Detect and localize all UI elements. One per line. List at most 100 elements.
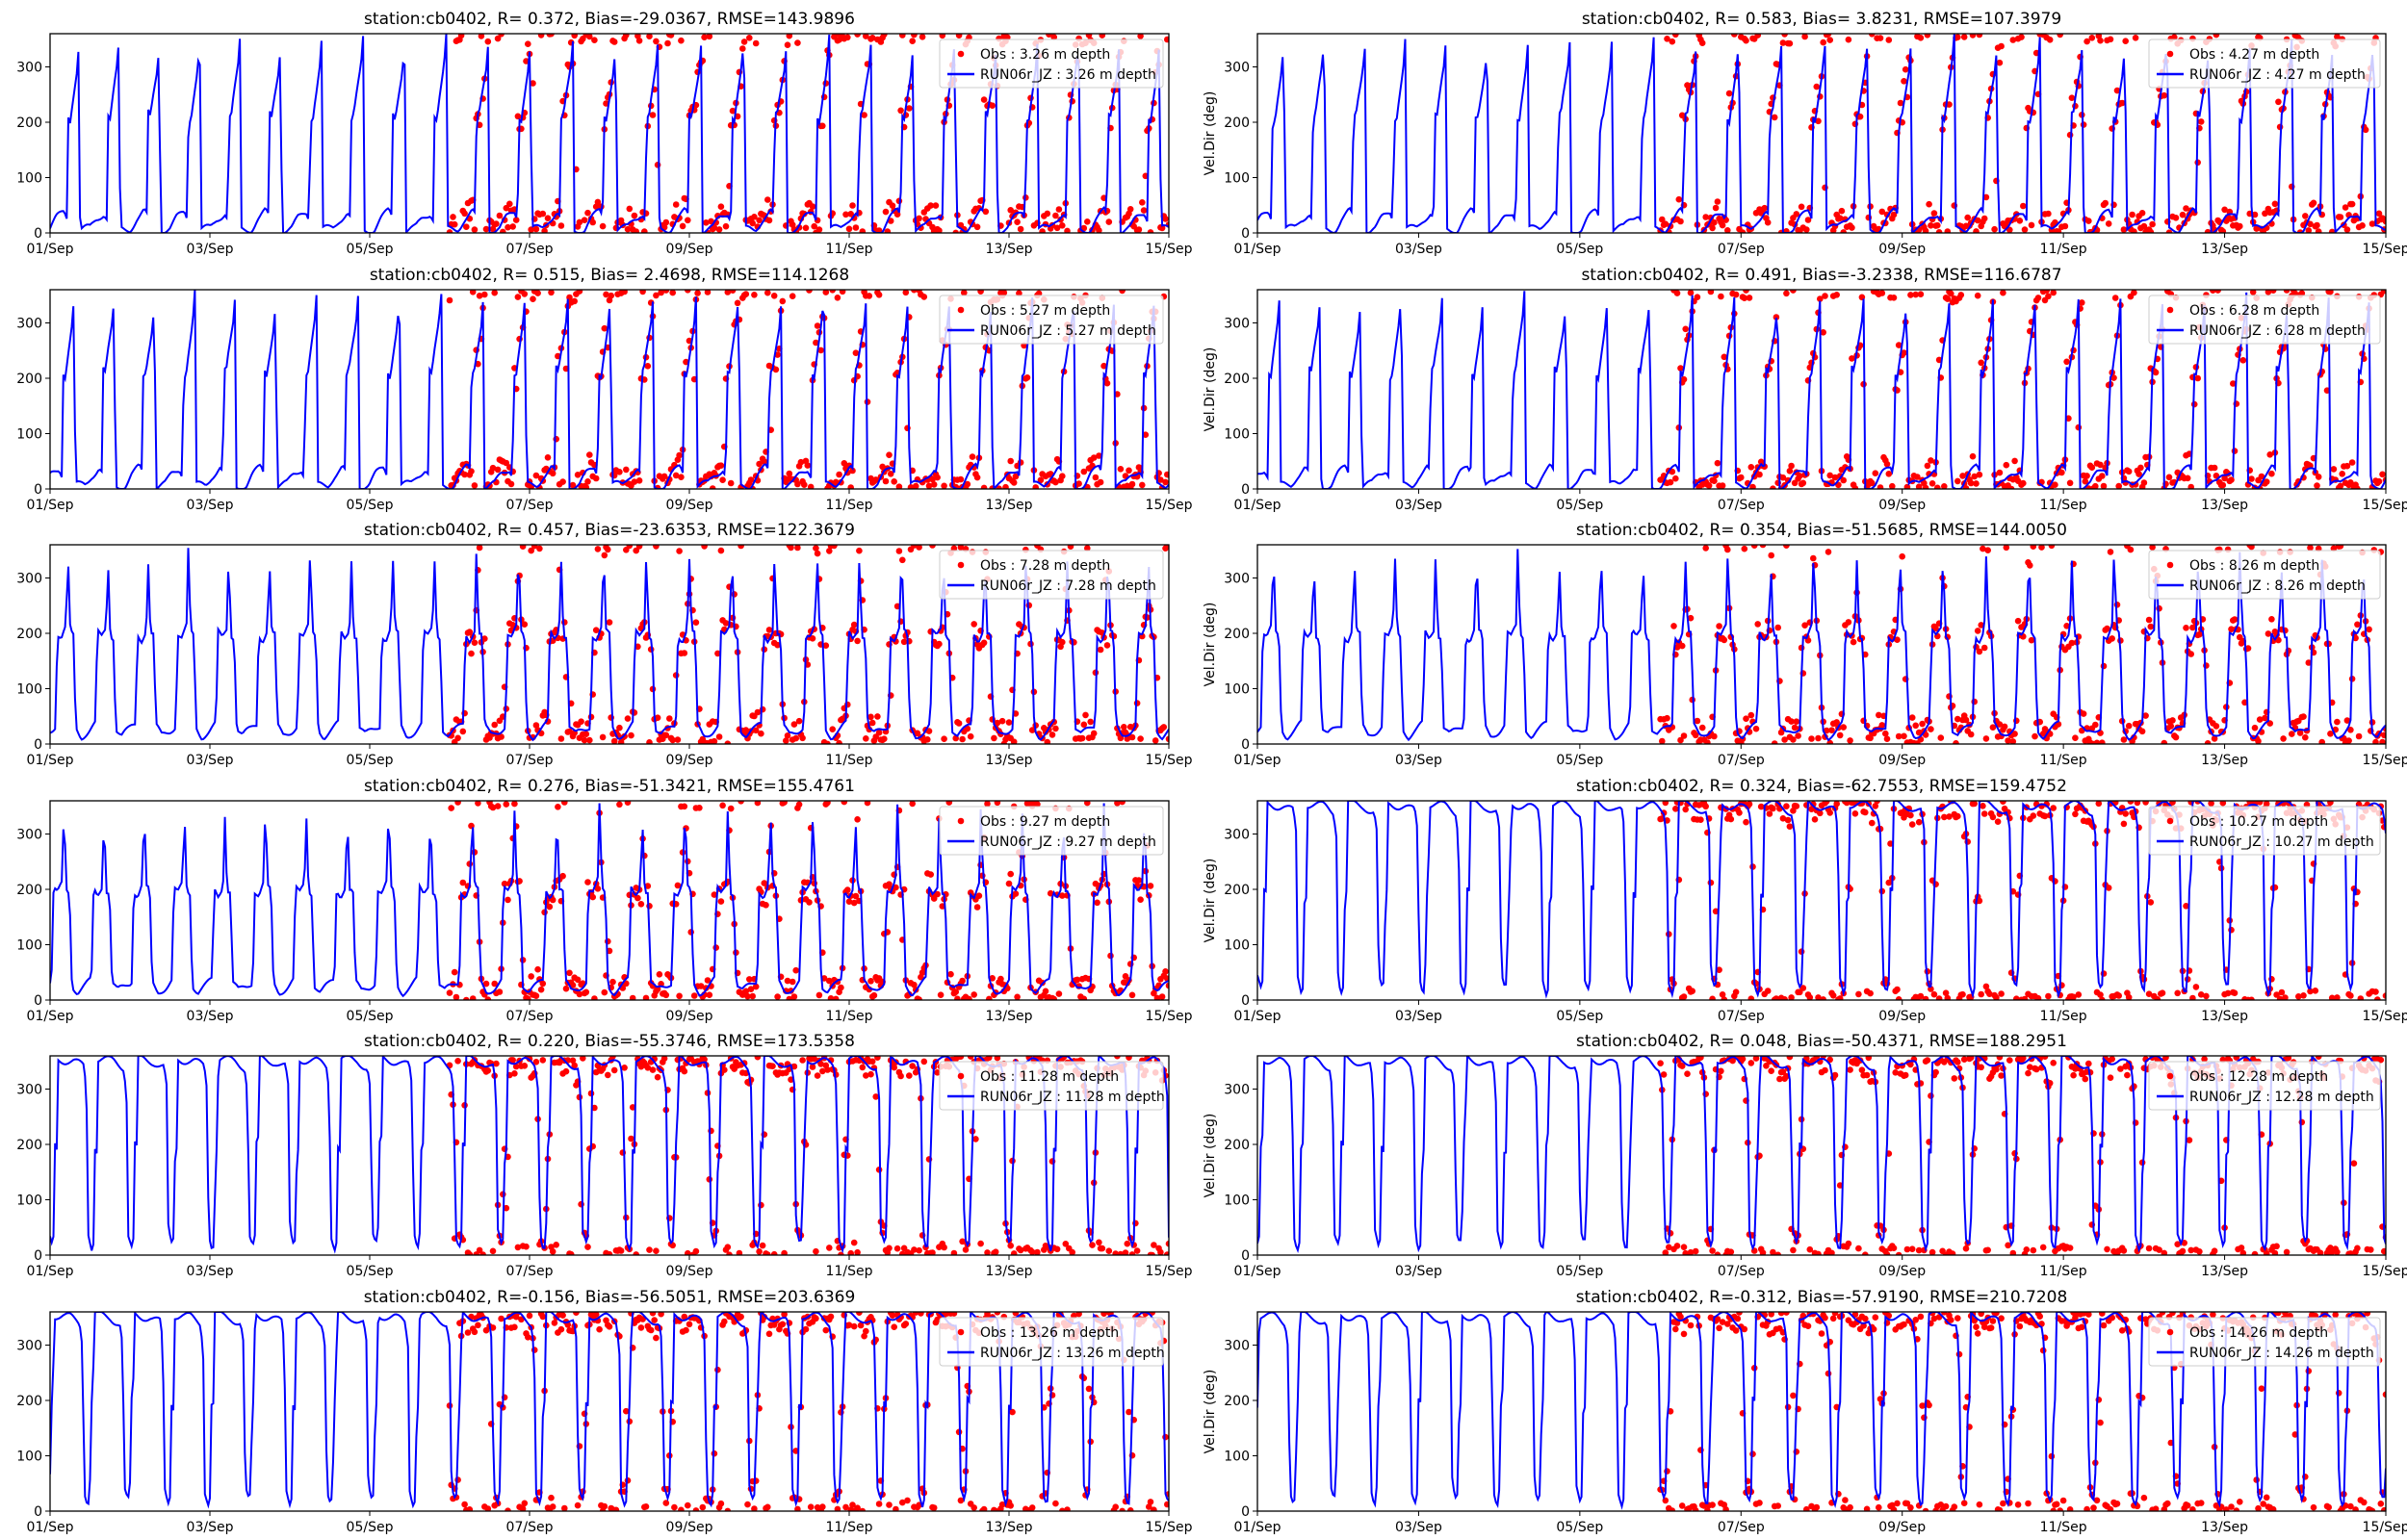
obs-point xyxy=(2122,810,2129,817)
obs-point xyxy=(1657,1060,1664,1066)
obs-point xyxy=(2038,545,2045,551)
obs-point xyxy=(606,619,613,626)
obs-point xyxy=(548,290,555,296)
obs-point xyxy=(505,1507,511,1511)
obs-point xyxy=(844,34,851,41)
obs-point xyxy=(1147,883,1154,889)
obs-point xyxy=(934,890,941,898)
obs-point xyxy=(889,1312,896,1319)
obs-point xyxy=(2204,228,2212,233)
obs-point xyxy=(1747,711,1755,719)
xtick-label: 09/Sep xyxy=(666,498,713,513)
obs-point xyxy=(2276,123,2284,131)
obs-point xyxy=(1783,290,1790,297)
obs-point xyxy=(1869,819,1876,827)
obs-point xyxy=(514,113,522,120)
xtick-label: 09/Sep xyxy=(1878,753,1926,768)
obs-point xyxy=(1774,624,1781,631)
obs-point xyxy=(2165,474,2173,481)
obs-point xyxy=(886,1245,893,1252)
xtick-label: 07/Sep xyxy=(506,753,554,768)
obs-point xyxy=(1714,1251,1721,1255)
obs-point xyxy=(742,291,750,297)
model-line xyxy=(50,290,1169,489)
y-axis-label: Vel.Dir (deg) xyxy=(1203,1114,1218,1198)
xtick-label: 01/Sep xyxy=(27,753,74,768)
obs-point xyxy=(1007,870,1014,878)
obs-point xyxy=(646,34,653,39)
obs-point xyxy=(681,650,688,656)
obs-point xyxy=(2282,994,2289,1000)
obs-point xyxy=(1711,732,1718,740)
subplot: station:cb0402, R= 0.220, Bias=-55.3746,… xyxy=(16,1032,1192,1279)
legend-obs-label: Obs : 6.28 m depth xyxy=(2189,303,2319,319)
obs-point xyxy=(2161,739,2168,744)
ytick-label: 200 xyxy=(16,883,42,898)
obs-point xyxy=(1012,890,1020,897)
obs-point xyxy=(729,290,737,294)
obs-point xyxy=(633,1251,639,1255)
model-line xyxy=(50,34,1169,233)
obs-point xyxy=(2092,721,2099,729)
xtick-label: 05/Sep xyxy=(1556,753,1603,768)
obs-point xyxy=(736,1249,743,1255)
obs-point xyxy=(2187,1246,2194,1254)
obs-point xyxy=(1052,478,1059,486)
obs-point xyxy=(2088,464,2096,472)
obs-point xyxy=(703,219,710,226)
obs-point xyxy=(964,480,971,488)
xtick-label: 03/Sep xyxy=(1395,1009,1442,1024)
obs-point xyxy=(574,1502,582,1509)
obs-point xyxy=(1903,1245,1911,1253)
obs-point xyxy=(842,1503,849,1511)
obs-point xyxy=(1890,1245,1898,1251)
obs-point xyxy=(2213,723,2220,730)
obs-point xyxy=(754,801,762,807)
obs-point xyxy=(567,1250,575,1255)
obs-point xyxy=(1732,291,1740,298)
obs-point xyxy=(814,1072,821,1079)
obs-point xyxy=(484,38,492,45)
obs-point xyxy=(1004,34,1011,41)
obs-point xyxy=(584,1244,591,1250)
obs-point xyxy=(842,211,849,218)
xtick-label: 13/Sep xyxy=(986,242,1033,257)
obs-point xyxy=(911,290,918,294)
obs-point xyxy=(609,1056,616,1060)
obs-point xyxy=(1946,813,1953,820)
obs-point xyxy=(1666,1244,1672,1251)
legend-model-label: RUN06r_JZ : 8.26 m depth xyxy=(2189,578,2366,594)
obs-point xyxy=(576,990,583,998)
obs-point xyxy=(1672,806,1679,812)
obs-point xyxy=(954,995,961,1000)
obs-point xyxy=(544,454,552,461)
ytick-label: 100 xyxy=(16,1194,42,1209)
obs-point xyxy=(2271,1249,2279,1255)
obs-point xyxy=(1885,879,1893,886)
obs-point xyxy=(1856,113,1864,120)
obs-point xyxy=(794,545,801,552)
obs-point xyxy=(759,1242,766,1249)
xtick-label: 09/Sep xyxy=(1878,1264,1926,1279)
obs-point xyxy=(982,208,990,216)
obs-point xyxy=(2256,716,2264,723)
obs-point xyxy=(482,225,490,233)
obs-point xyxy=(1980,215,1988,222)
obs-point xyxy=(2014,617,2022,625)
obs-point xyxy=(1976,897,1983,905)
obs-point xyxy=(795,801,803,808)
obs-point xyxy=(950,1249,958,1255)
obs-point xyxy=(1876,35,1884,41)
obs-point xyxy=(1712,204,1720,212)
obs-point xyxy=(2169,801,2176,806)
obs-point xyxy=(1114,801,1121,807)
obs-point xyxy=(526,1312,533,1320)
obs-point xyxy=(1719,482,1726,489)
obs-point xyxy=(1759,1249,1767,1255)
obs-point xyxy=(457,34,465,39)
obs-point xyxy=(779,297,787,305)
obs-point xyxy=(592,1312,600,1318)
obs-point xyxy=(1954,477,1961,485)
obs-point xyxy=(980,96,988,103)
axes-frame xyxy=(1256,800,2387,1001)
